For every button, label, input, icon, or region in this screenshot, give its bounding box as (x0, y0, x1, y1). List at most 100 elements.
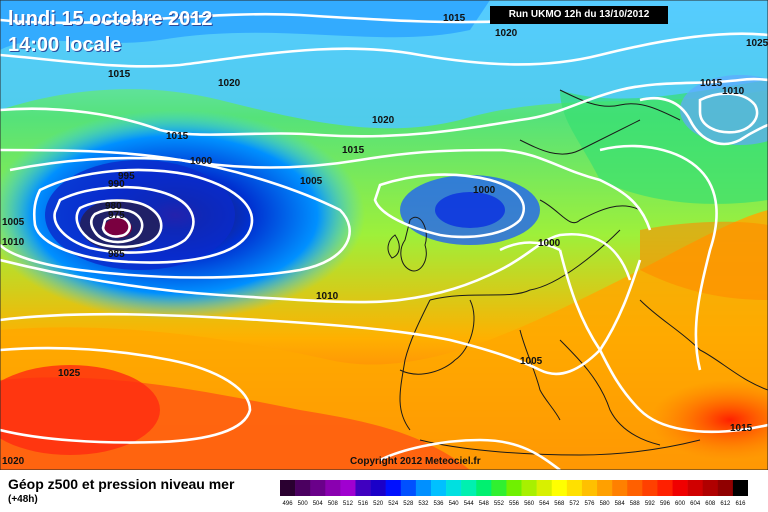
zone-southeast-hot (650, 380, 768, 460)
legend-value: 496 (283, 501, 294, 507)
isobar-label: 1015 (166, 131, 189, 142)
legend-swatch (642, 480, 658, 496)
isobar-label: 975 (108, 210, 125, 221)
isobar-label: 1025 (746, 38, 768, 49)
legend-swatch (521, 480, 537, 496)
forecast-time: 14:00 locale (8, 34, 122, 56)
legend-value: 560 (524, 501, 535, 507)
legend-value: 516 (358, 501, 369, 507)
legend-value: 564 (539, 501, 550, 507)
legend-value: 580 (600, 501, 611, 507)
isobar-label: 1005 (2, 217, 25, 228)
legend-swatch (581, 480, 598, 496)
legend-swatch (702, 480, 719, 496)
legend-value: 556 (509, 501, 520, 507)
isobar-label: 1015 (108, 69, 131, 80)
isobar-label: 1005 (300, 176, 323, 187)
map-footer: Géop z500 et pression niveau mer (+48h) … (0, 470, 768, 512)
legend-value: 532 (418, 501, 429, 507)
legend-swatch (597, 480, 613, 496)
geopotential-map (0, 0, 768, 470)
legend-value: 592 (645, 501, 656, 507)
legend-swatch (612, 480, 628, 496)
legend-value: 520 (373, 501, 384, 507)
isobars (0, 12, 768, 470)
legend-swatch (566, 480, 583, 496)
copyright-text: Copyright 2012 Meteociel.fr (350, 456, 481, 467)
legend-swatch (657, 480, 673, 496)
legend-swatch (280, 480, 296, 496)
legend-value: 576 (584, 501, 595, 507)
legend-swatch (491, 480, 507, 496)
legend-value: 584 (615, 501, 626, 507)
legend-swatch (415, 480, 432, 496)
legend-swatch (446, 480, 462, 496)
legend-swatch (430, 480, 447, 496)
legend-value: 540 (449, 501, 460, 507)
isobar-label: 1000 (473, 185, 496, 196)
legend-value: 600 (675, 501, 686, 507)
legend-value: 512 (343, 501, 354, 507)
legend-value: 544 (464, 501, 475, 507)
legend-swatch (687, 480, 704, 496)
isobar-label: 1015 (443, 13, 466, 24)
isobar-label: 1020 (495, 28, 518, 39)
isobar-label: 980 (105, 201, 122, 212)
isobar-label: 1015 (730, 423, 753, 434)
legend-swatch (672, 480, 688, 496)
legend-swatch (355, 480, 371, 496)
legend-swatch (325, 480, 341, 496)
coastlines (387, 89, 768, 456)
isobar-label: 985 (108, 249, 125, 260)
isobar-label: 1020 (2, 456, 25, 467)
zone-northsea-core (435, 192, 505, 228)
legend-swatch (310, 480, 326, 496)
isobar-label: 1010 (316, 291, 339, 302)
legend-value: 612 (720, 501, 731, 507)
legend-swatch (295, 480, 311, 496)
legend-value: 524 (388, 501, 399, 507)
legend-value: 608 (705, 501, 716, 507)
legend-swatch (340, 480, 356, 496)
isobar-label: 1000 (538, 238, 561, 249)
legend-value: 568 (554, 501, 565, 507)
legend-value: 588 (630, 501, 641, 507)
color-scale-legend: 496 500 504 508 512 516 520 524 528 532 536 540 544 5… (280, 480, 748, 507)
zone-north-deep (0, 0, 490, 50)
isobar-label: 1020 (218, 78, 241, 89)
isobar-label: 995 (118, 171, 135, 182)
forecast-date: lundi 15 octobre 2012 (8, 8, 213, 30)
legend-value: 500 (298, 501, 309, 507)
legend-swatch (476, 480, 492, 496)
legend-swatch (551, 480, 568, 496)
run-info-box: Run UKMO 12h du 13/10/2012 (490, 6, 668, 24)
isobar-label: 1020 (372, 115, 395, 126)
forecast-lead-time: (+48h) (8, 494, 38, 505)
legend-swatch (717, 480, 734, 496)
isobar-label: 1015 (700, 78, 723, 89)
legend-value: 604 (690, 501, 701, 507)
legend-value: 504 (313, 501, 324, 507)
legend-value: 536 (434, 501, 445, 507)
isobar-label: 1000 (190, 156, 213, 167)
isobar-label: 1025 (58, 368, 81, 379)
map-parameter-title: Géop z500 et pression niveau mer (8, 476, 235, 492)
legend-value: 508 (328, 501, 339, 507)
legend-value: 616 (735, 501, 746, 507)
isobar-label: 1005 (520, 356, 543, 367)
legend-swatch (732, 480, 748, 496)
legend-value: 528 (403, 501, 414, 507)
zone-azores-high (0, 365, 160, 455)
legend-value: 548 (479, 501, 490, 507)
legend-swatch (400, 480, 417, 496)
legend-value: 572 (569, 501, 580, 507)
legend-swatch (461, 480, 477, 496)
isobar-label: 1010 (2, 237, 25, 248)
legend-value: 596 (660, 501, 671, 507)
legend-swatch (506, 480, 522, 496)
legend-value: 552 (494, 501, 505, 507)
legend-swatch (385, 480, 402, 496)
isobar-label: 1015 (342, 145, 365, 156)
legend-swatch (627, 480, 643, 496)
